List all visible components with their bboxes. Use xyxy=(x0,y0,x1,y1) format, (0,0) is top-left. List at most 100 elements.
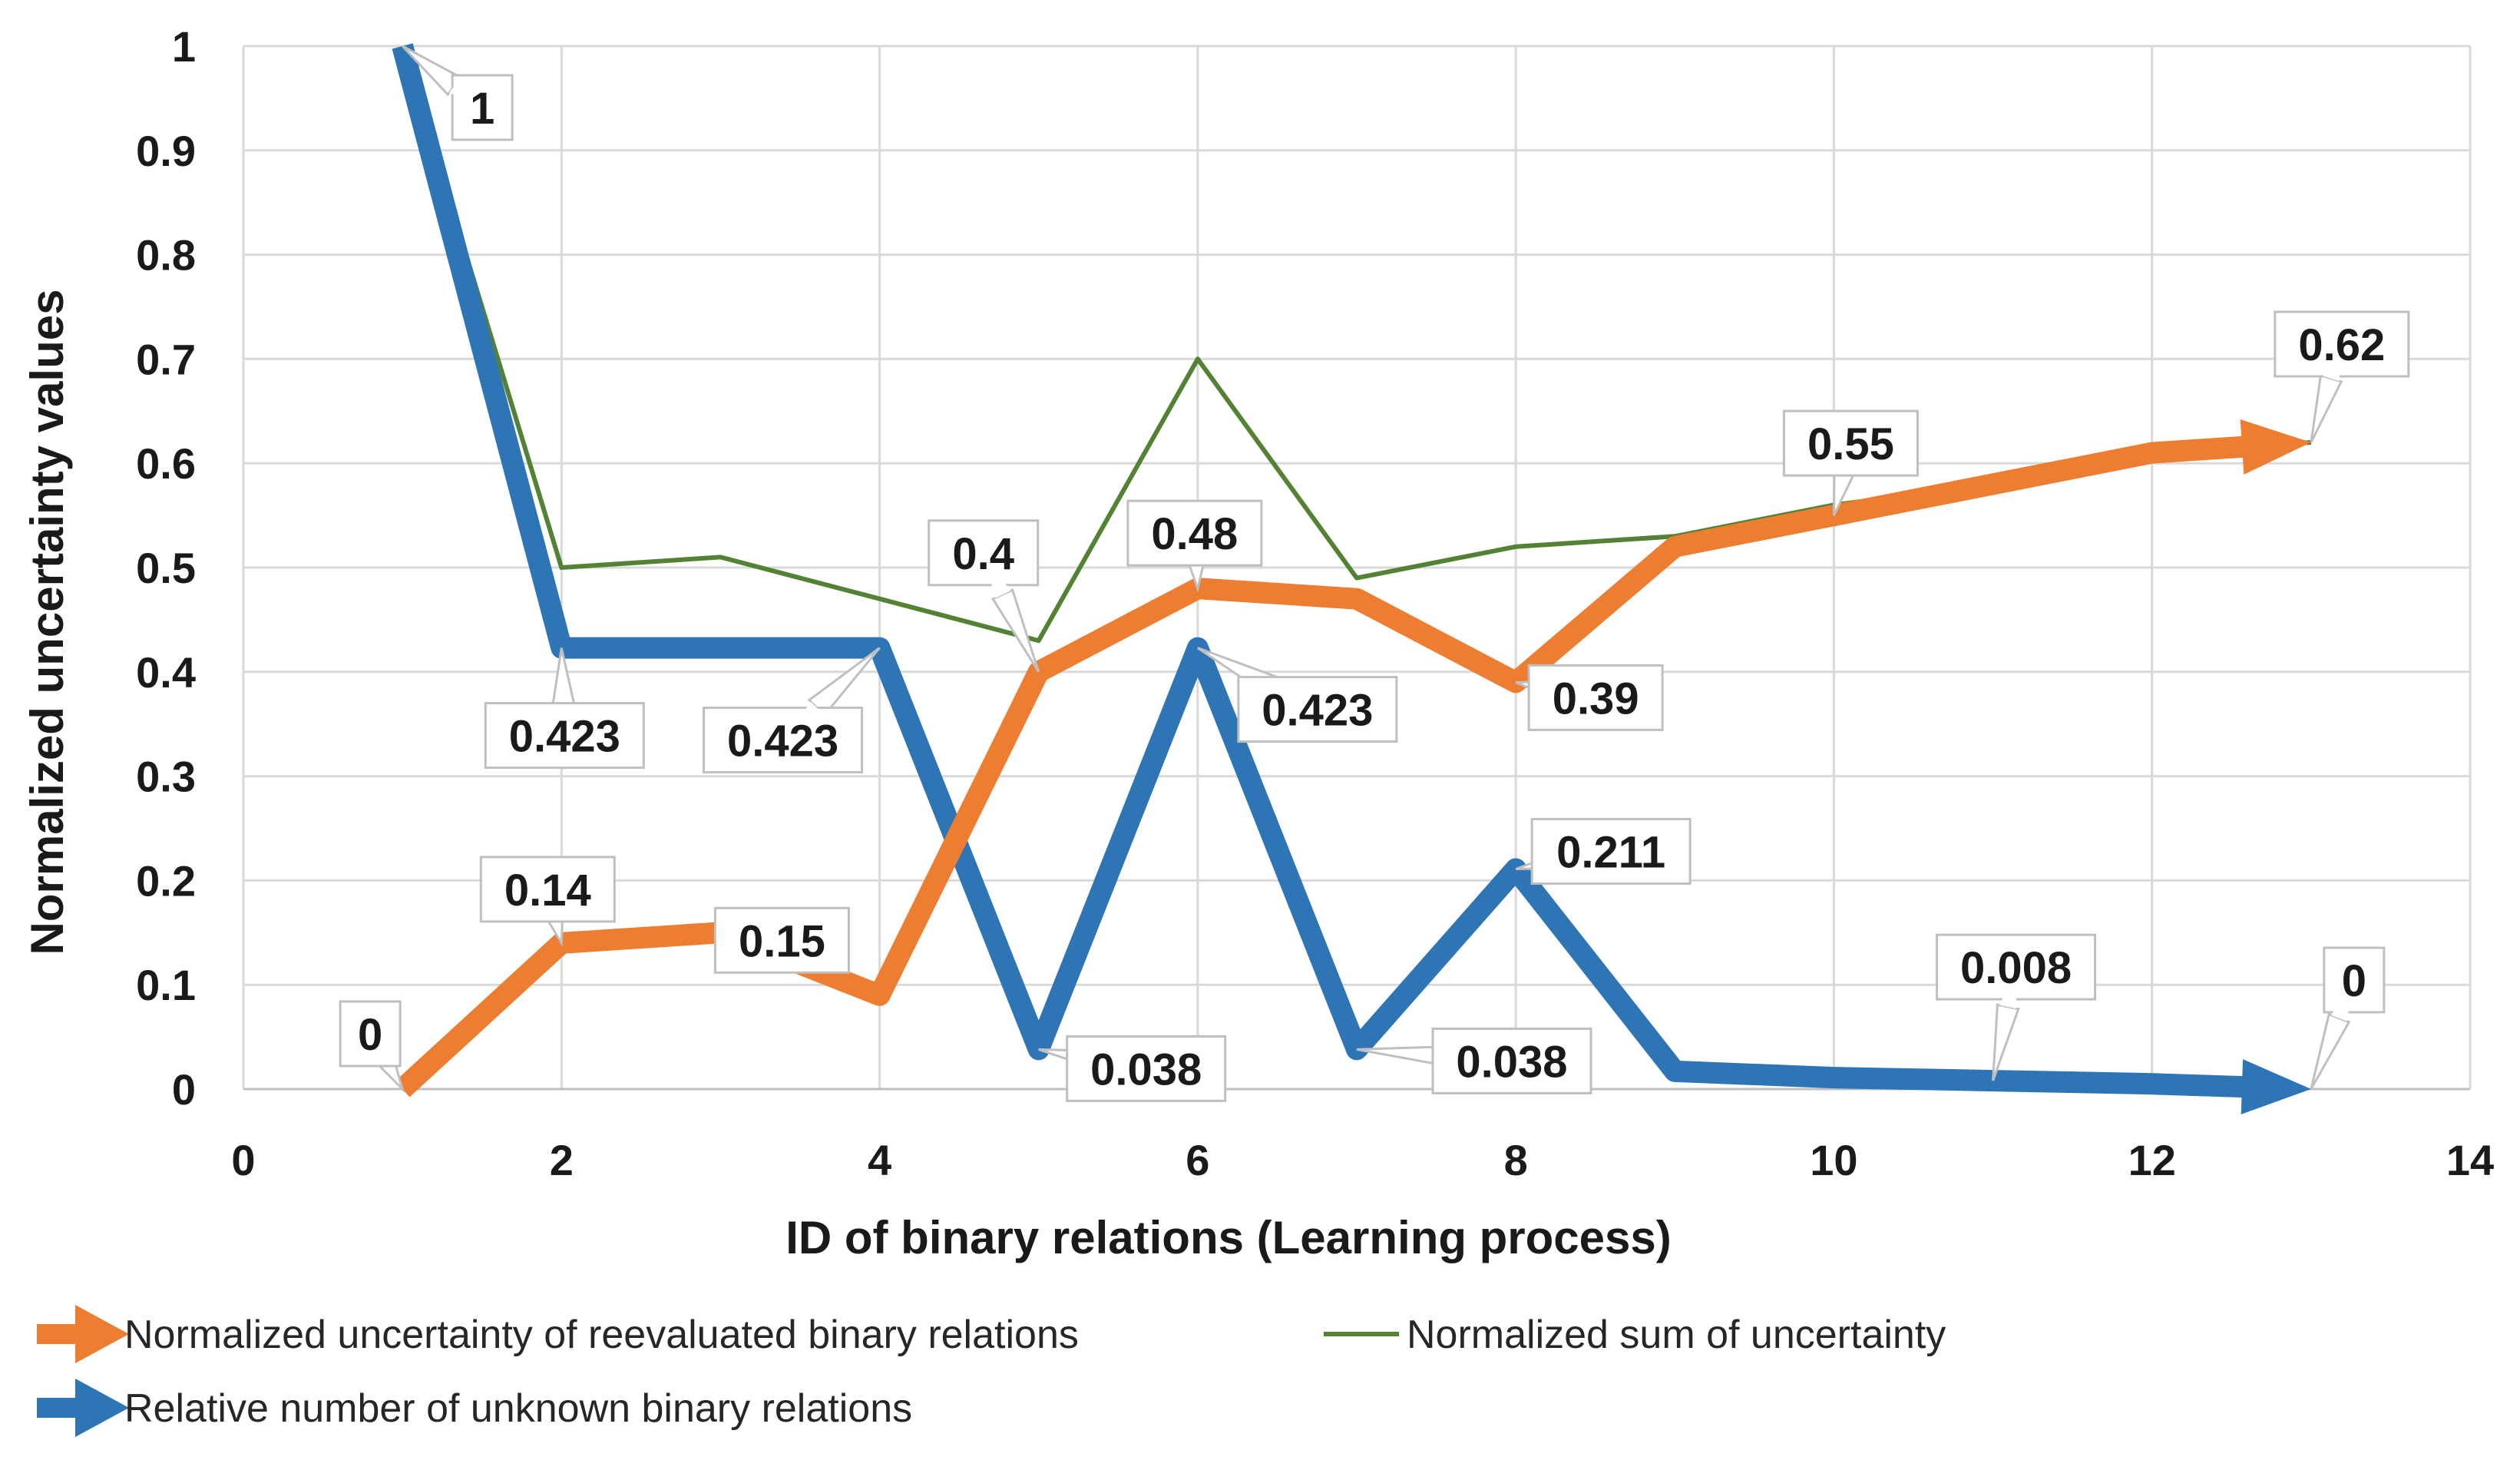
data-point-normalized-sum-of-uncertainty xyxy=(719,555,722,558)
y-tick-label: 0.6 xyxy=(136,439,196,488)
data-label-box xyxy=(1782,409,1919,477)
data-point-normalized-uncertainty-of-reevaluated-binary-relations xyxy=(1354,596,1360,602)
data-label-pointer-fill xyxy=(370,1034,389,1058)
data-label-pointer-fill xyxy=(1457,1048,1512,1066)
series-line-normalized-sum-of-uncertainty xyxy=(400,45,2312,644)
legend-label: Normalized uncertainty of reevaluated bi… xyxy=(124,1313,1079,1357)
data-label: 0.48 xyxy=(1126,499,1263,593)
data-label: 0.423 xyxy=(703,647,881,774)
data-label-text: 0 xyxy=(358,1010,382,1060)
y-tick-label: 0 xyxy=(172,1065,196,1114)
data-label-text: 0.008 xyxy=(1960,943,2072,993)
data-point-normalized-sum-of-uncertainty xyxy=(878,598,881,601)
data-label-text: 0.211 xyxy=(1556,827,1665,877)
x-tick-label: 8 xyxy=(1504,1136,1528,1184)
data-label-pointer-fill xyxy=(1106,1053,1146,1071)
data-label-pointer-fill xyxy=(1566,684,1596,701)
data-label-pointer-fill xyxy=(544,889,561,911)
data-label-text: 1 xyxy=(470,84,494,134)
data-label: 0.038 xyxy=(1038,1035,1227,1102)
series-arrowhead-relative-number-of-unknown-binary-relations xyxy=(2241,1059,2311,1114)
data-label: 0.423 xyxy=(1197,647,1398,743)
data-label-box xyxy=(1066,1035,1227,1102)
data-label-box xyxy=(2323,946,2386,1014)
data-label: 0.211 xyxy=(1515,817,1692,885)
label-layer: 0 0.14 0.15 0.4 0.48 0.39 0.55 0.62 1 0.423 0.423 0… xyxy=(339,45,2410,1102)
data-label-text: 0.14 xyxy=(504,866,591,915)
data-label-text: 0.423 xyxy=(1262,686,1373,736)
data-label-pointer-fill xyxy=(759,929,782,946)
data-label-box xyxy=(703,707,864,774)
y-tick-label: 0.2 xyxy=(136,856,196,905)
y-tick-label: 0.5 xyxy=(136,544,196,592)
data-label-pointer xyxy=(2310,373,2343,443)
data-label-text: 0 xyxy=(2342,956,2366,1006)
data-point-relative-number-of-unknown-binary-relations xyxy=(2149,1081,2155,1087)
legend-label: Normalized sum of uncertainty xyxy=(1407,1313,1946,1357)
data-label-box xyxy=(339,1000,402,1068)
data-label-pointer-fill xyxy=(2331,980,2354,1021)
data-label-box xyxy=(713,906,850,974)
data-label-text: 0.39 xyxy=(1553,674,1639,723)
data-label: 0.39 xyxy=(1515,664,1664,731)
data-point-normalized-sum-of-uncertainty xyxy=(1355,577,1358,580)
data-point-normalized-sum-of-uncertainty xyxy=(560,566,563,569)
legend-layer: Normalized uncertainty of reevaluated bi… xyxy=(37,1305,1946,1437)
data-label-box xyxy=(928,519,1040,587)
data-label-box xyxy=(1237,676,1398,743)
data-label-text: 0.038 xyxy=(1090,1045,1202,1094)
data-point-normalized-sum-of-uncertainty xyxy=(1196,357,1199,360)
y-tick-label: 0.9 xyxy=(136,127,196,175)
legend-item: Relative number of unknown binary relati… xyxy=(37,1379,912,1437)
x-tick-label: 6 xyxy=(1186,1136,1209,1184)
legend-item: Normalized sum of uncertainty xyxy=(1324,1313,1946,1357)
data-label-pointer-fill xyxy=(1576,849,1612,866)
data-label-text: 0.423 xyxy=(509,712,620,762)
x-tick-label: 2 xyxy=(550,1136,574,1184)
x-tick-label: 12 xyxy=(2128,1136,2176,1184)
data-label-box xyxy=(1527,664,1664,731)
data-label-text: 0.038 xyxy=(1456,1037,1567,1087)
data-point-normalized-sum-of-uncertainty xyxy=(1037,639,1040,642)
y-tick-label: 0.8 xyxy=(136,231,196,280)
data-point-normalized-sum-of-uncertainty xyxy=(1514,545,1517,548)
data-label-pointer-fill xyxy=(554,704,572,736)
data-label-pointer-fill xyxy=(1187,533,1205,553)
y-tick-label: 0.7 xyxy=(136,335,196,383)
data-label-pointer-fill xyxy=(449,79,483,108)
data-label-box xyxy=(2274,310,2410,378)
y-tick-label: 0.1 xyxy=(136,961,196,1009)
data-label-pointer-fill xyxy=(1837,443,1854,471)
data-point-relative-number-of-unknown-binary-relations xyxy=(1672,1068,1678,1074)
data-label: 0.15 xyxy=(713,906,850,974)
data-point-relative-number-of-unknown-binary-relations xyxy=(717,645,723,651)
data-label: 0.14 xyxy=(479,856,616,947)
data-label: 0.62 xyxy=(2274,310,2410,443)
data-label-text: 0.62 xyxy=(2298,320,2385,370)
data-label-pointer-fill xyxy=(1999,967,2016,1009)
y-axis-title: Normalized uncertainty values xyxy=(21,290,73,955)
data-point-normalized-uncertainty-of-reevaluated-binary-relations xyxy=(2149,450,2155,456)
data-label-pointer-fill xyxy=(983,552,1010,598)
data-label: 0.55 xyxy=(1782,409,1919,516)
data-point-normalized-uncertainty-of-reevaluated-binary-relations xyxy=(1990,481,1996,487)
data-label-text: 0.55 xyxy=(1807,419,1894,469)
data-label-pointer xyxy=(1992,1003,2020,1081)
data-label-pointer-fill xyxy=(2323,344,2342,382)
y-tick-label: 0.4 xyxy=(136,648,196,697)
legend-arrow-icon xyxy=(75,1305,129,1363)
data-point-normalized-uncertainty-of-reevaluated-binary-relations xyxy=(877,992,883,998)
data-label-pointer-fill xyxy=(782,701,823,740)
legend-arrow-icon xyxy=(75,1379,129,1437)
y-tick-label: 1 xyxy=(172,22,196,71)
data-label: 0 xyxy=(339,1000,405,1094)
data-label-box xyxy=(479,856,616,923)
data-label-box xyxy=(1530,817,1692,885)
data-label: 1 xyxy=(402,45,514,141)
data-label-text: 0.423 xyxy=(727,717,838,766)
legend-item: Normalized uncertainty of reevaluated bi… xyxy=(37,1305,1079,1363)
x-tick-label: 14 xyxy=(2446,1136,2494,1184)
data-label: 0.423 xyxy=(484,647,645,770)
